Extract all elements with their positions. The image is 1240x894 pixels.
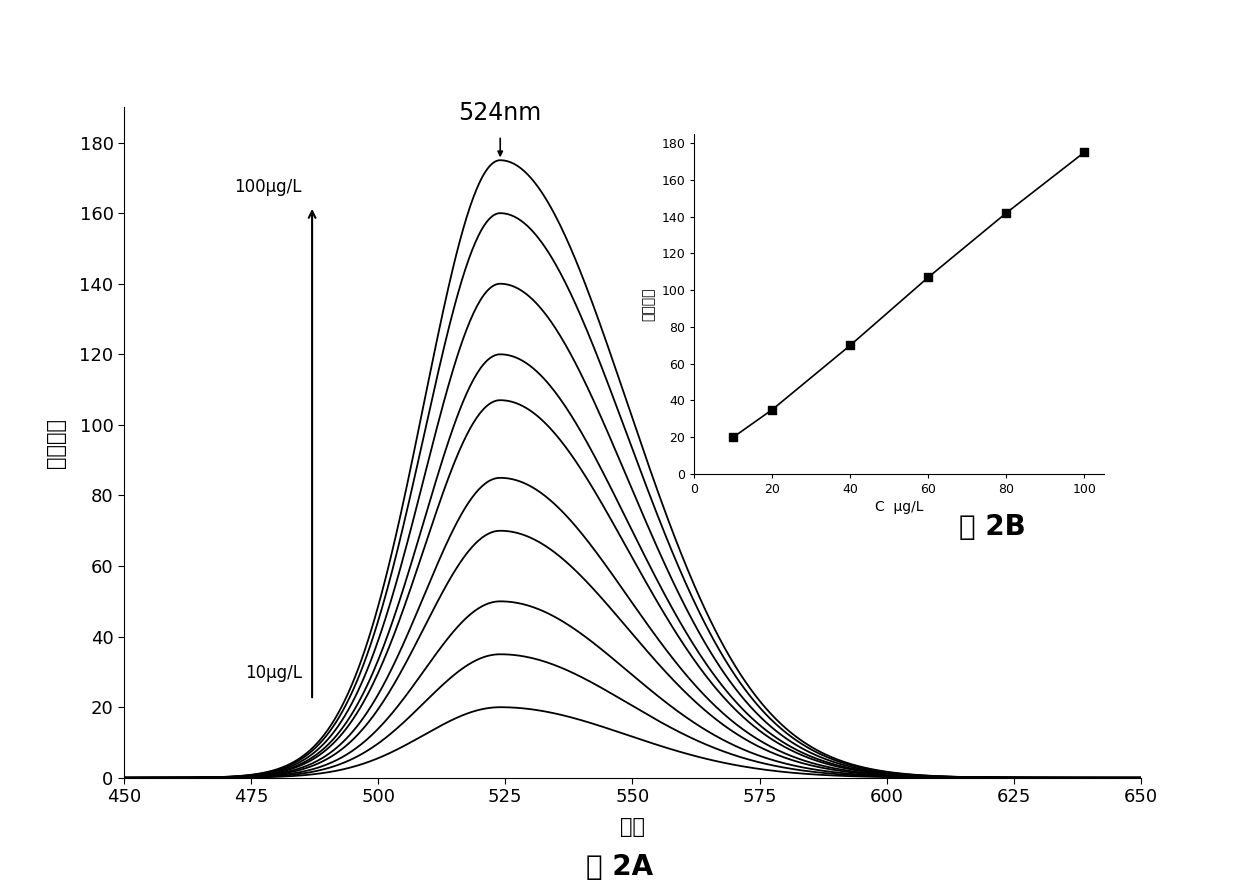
Point [723,430,743,444]
Point [996,206,1016,220]
Text: 100μg/L: 100μg/L [234,178,303,196]
X-axis label: 波长: 波长 [620,817,645,838]
Y-axis label: 荧光强度: 荧光强度 [46,417,66,468]
Point [1074,146,1094,160]
Point [841,338,861,352]
Point [763,402,782,417]
Y-axis label: 荧光强度: 荧光强度 [642,287,656,321]
Text: 图 2A: 图 2A [587,853,653,881]
Text: 图 2B: 图 2B [959,513,1025,542]
Text: 524nm: 524nm [459,101,542,125]
X-axis label: C  μg/L: C μg/L [874,500,924,514]
Text: 10μg/L: 10μg/L [246,664,303,682]
Point [919,270,939,284]
